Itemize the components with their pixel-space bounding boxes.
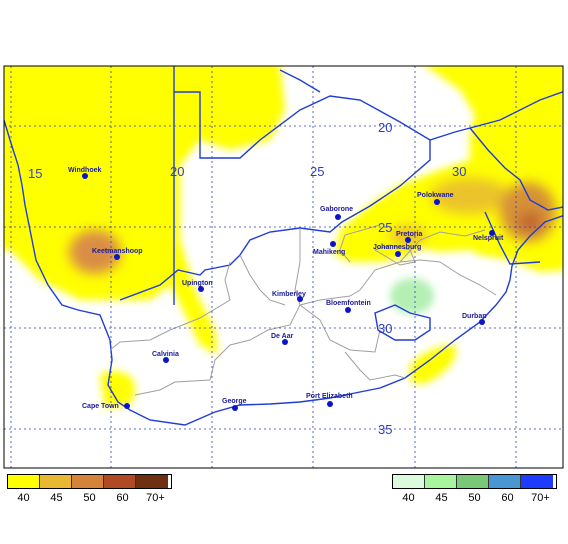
precipitation-field: 15 20 25 30 20 25 30 35 Windhoek Gaboron… [4,66,563,468]
legend-left-swatch [104,475,136,488]
svg-text:Polokwane: Polokwane [417,192,454,199]
lon-label-20: 20 [170,164,184,179]
svg-text:Keetmanshoop: Keetmanshoop [92,248,143,255]
city-kimberley[interactable]: Kimberley [272,291,306,302]
city-upington[interactable]: Upington [182,280,213,292]
legend-left-swatch [40,475,72,488]
city-pretoria[interactable]: Pretoria [396,231,423,243]
svg-text:Pretoria: Pretoria [396,231,423,238]
legend-right-labels: 40 45 50 60 70+ [392,492,557,504]
city-george[interactable]: George [222,398,247,411]
svg-text:George: George [222,398,247,405]
legend-right: 40 45 50 60 70+ [392,474,557,504]
city-port-elizabeth[interactable]: Port Elizabeth [306,393,353,407]
legend-left-swatch [136,475,168,488]
svg-text:Mahikeng: Mahikeng [313,249,345,256]
legend-right-label: 45 [435,492,448,504]
city-windhoek[interactable]: Windhoek [68,167,101,179]
city-mahikeng[interactable]: Mahikeng [313,241,345,256]
svg-text:Bloemfontein: Bloemfontein [326,300,371,307]
legend-left: 40 45 50 60 70+ [7,474,172,504]
map-frame [3,65,564,469]
legend-left-swatches [7,474,172,489]
legend-right-swatch [425,475,457,488]
legend-right-label: 50 [468,492,481,504]
svg-text:Gaborone: Gaborone [320,206,353,213]
legend-left-labels: 40 45 50 60 70+ [7,492,172,504]
city-polokwane[interactable]: Polokwane [417,192,454,205]
lon-label-25: 25 [310,164,324,179]
legend-right-swatches [392,474,557,489]
lon-label-30: 30 [452,164,466,179]
city-gaborone[interactable]: Gaborone [320,206,353,220]
city-bloemfontein[interactable]: Bloemfontein [326,300,371,313]
legend-right-swatch [457,475,489,488]
legend-left-label: 50 [83,492,96,504]
city-calvinia[interactable]: Calvinia [152,351,179,363]
city-keetmanshoop[interactable]: Keetmanshoop [92,248,143,260]
lon-label-15: 15 [28,166,42,181]
svg-text:De Aar: De Aar [271,333,294,340]
svg-text:Johannesburg: Johannesburg [373,244,421,251]
svg-text:Durban: Durban [462,313,487,320]
legend-right-swatch [489,475,521,488]
legend-right-label: 70+ [531,492,550,504]
graticule-labels: 15 20 25 30 20 25 30 35 [28,120,466,437]
svg-text:Upington: Upington [182,280,213,287]
city-nelspruit[interactable]: Nelspruit [473,230,504,242]
city-johannesburg[interactable]: Johannesburg [373,244,421,257]
city-markers: Windhoek Gaborone Polokwane Pretoria Mah… [68,167,504,411]
graticule [4,66,563,468]
svg-text:Cape Town: Cape Town [82,403,119,410]
svg-text:Calvinia: Calvinia [152,351,179,358]
legend-right-swatch [521,475,553,488]
lat-label-20: 20 [378,120,392,135]
city-cape-town[interactable]: Cape Town [82,403,130,410]
legend-right-label: 60 [501,492,514,504]
weather-map: 15 20 25 30 20 25 30 35 Windhoek Gaboron… [3,65,564,469]
lat-label-35: 35 [378,422,392,437]
city-de-aar[interactable]: De Aar [271,333,294,345]
legend-left-label: 40 [17,492,30,504]
legend-left-label: 45 [50,492,63,504]
province-borders [109,224,497,396]
legend-left-swatch [8,475,40,488]
legend-right-label: 40 [402,492,415,504]
legend-left-swatch [72,475,104,488]
lat-label-25: 25 [378,220,392,235]
legend-right-swatch [393,475,425,488]
legend-left-label: 60 [116,492,129,504]
green-40-region [390,278,434,314]
lat-label-30: 30 [378,321,392,336]
svg-text:Windhoek: Windhoek [68,167,101,174]
svg-text:Nelspruit: Nelspruit [473,235,504,242]
svg-text:Port Elizabeth: Port Elizabeth [306,393,353,400]
city-durban[interactable]: Durban [462,313,487,325]
svg-text:Kimberley: Kimberley [272,291,306,298]
legend-left-label: 70+ [146,492,165,504]
